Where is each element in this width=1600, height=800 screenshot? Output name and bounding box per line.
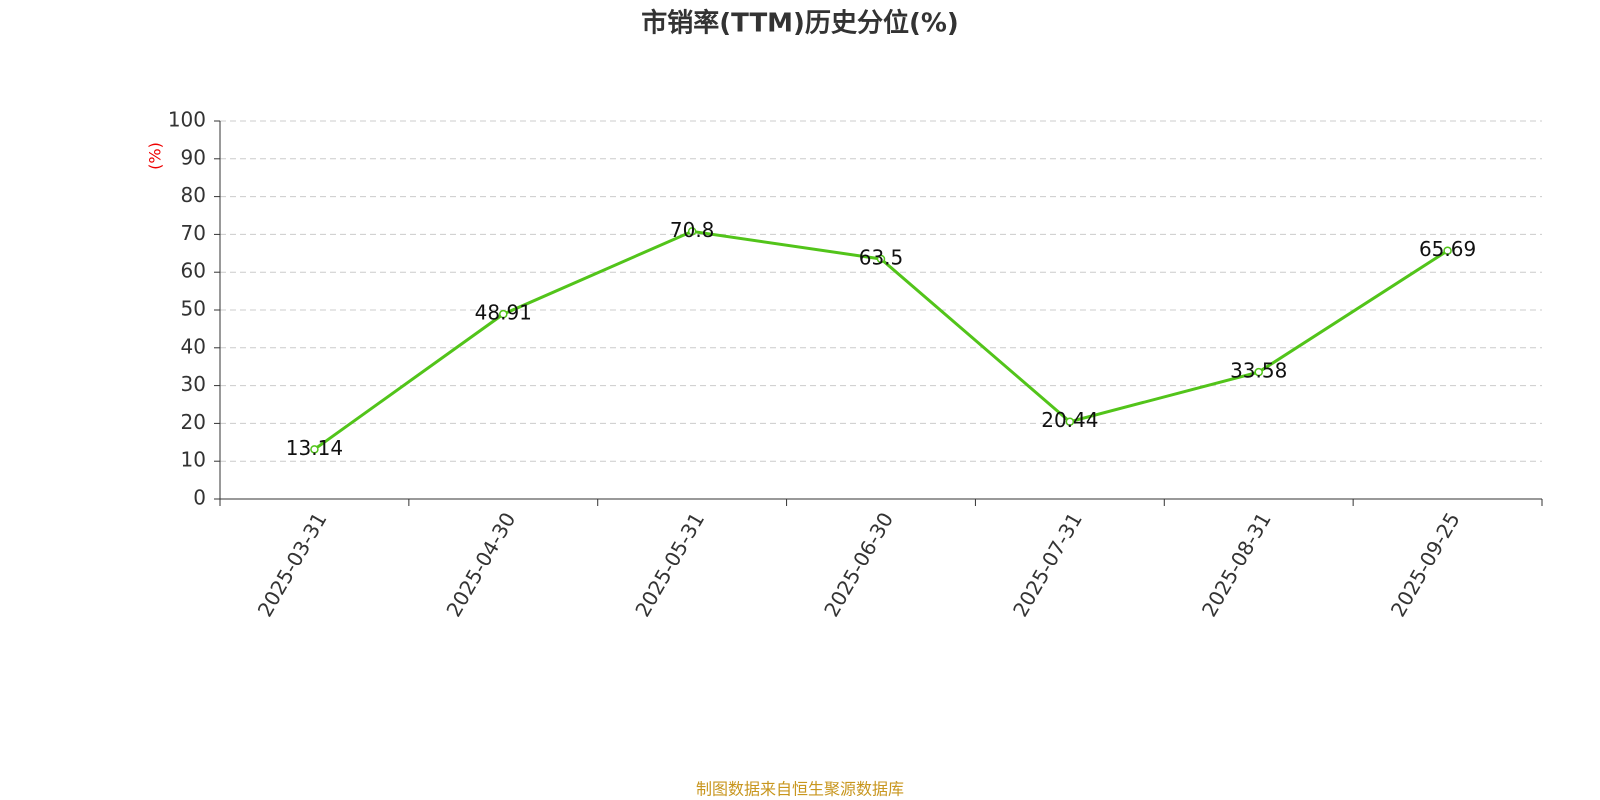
point xyxy=(499,309,508,319)
data-label: 20.44 xyxy=(1041,408,1098,432)
data-label: 13.14 xyxy=(286,436,343,460)
y-axis-label: (%) xyxy=(146,142,165,170)
data-label: 65.69 xyxy=(1419,237,1476,261)
point xyxy=(1254,367,1263,377)
y-tick-label: 40 xyxy=(181,334,206,358)
x-tick-label: 2025-04-30 xyxy=(441,508,520,621)
chart-title: 市销率(TTM)历史分位(%) xyxy=(641,8,959,39)
y-tick-label: 10 xyxy=(181,448,206,472)
data-label: 48.91 xyxy=(475,301,532,325)
point xyxy=(876,254,886,264)
y-tick-label: 30 xyxy=(181,372,206,396)
x-tick-label: 2025-07-31 xyxy=(1008,508,1087,621)
y-tick-label: 100 xyxy=(168,108,206,132)
source-note: 制图数据来自恒生聚源数据库 xyxy=(696,780,904,799)
point xyxy=(310,445,319,454)
x-tick-label: 2025-03-31 xyxy=(253,508,332,621)
y-tick-label: 50 xyxy=(181,297,206,321)
x-tick-label: 2025-08-31 xyxy=(1197,508,1276,621)
point xyxy=(687,227,697,236)
y-tick-label: 0 xyxy=(193,486,206,510)
x-tick-label: 2025-09-25 xyxy=(1386,508,1465,621)
point xyxy=(1443,246,1452,255)
x-tick-label: 2025-06-30 xyxy=(819,508,898,621)
y-tick-label: 90 xyxy=(181,145,206,169)
x-tick-label: 2025-05-31 xyxy=(630,508,709,621)
point xyxy=(1065,417,1075,426)
y-tick-label: 60 xyxy=(181,259,206,283)
y-tick-label: 80 xyxy=(181,183,206,207)
data-label: 33.58 xyxy=(1230,359,1287,383)
y-tick-label: 70 xyxy=(181,221,206,245)
data-label: 63.5 xyxy=(859,245,904,269)
data-label: 70.8 xyxy=(670,218,715,242)
y-tick-label: 20 xyxy=(181,410,206,434)
